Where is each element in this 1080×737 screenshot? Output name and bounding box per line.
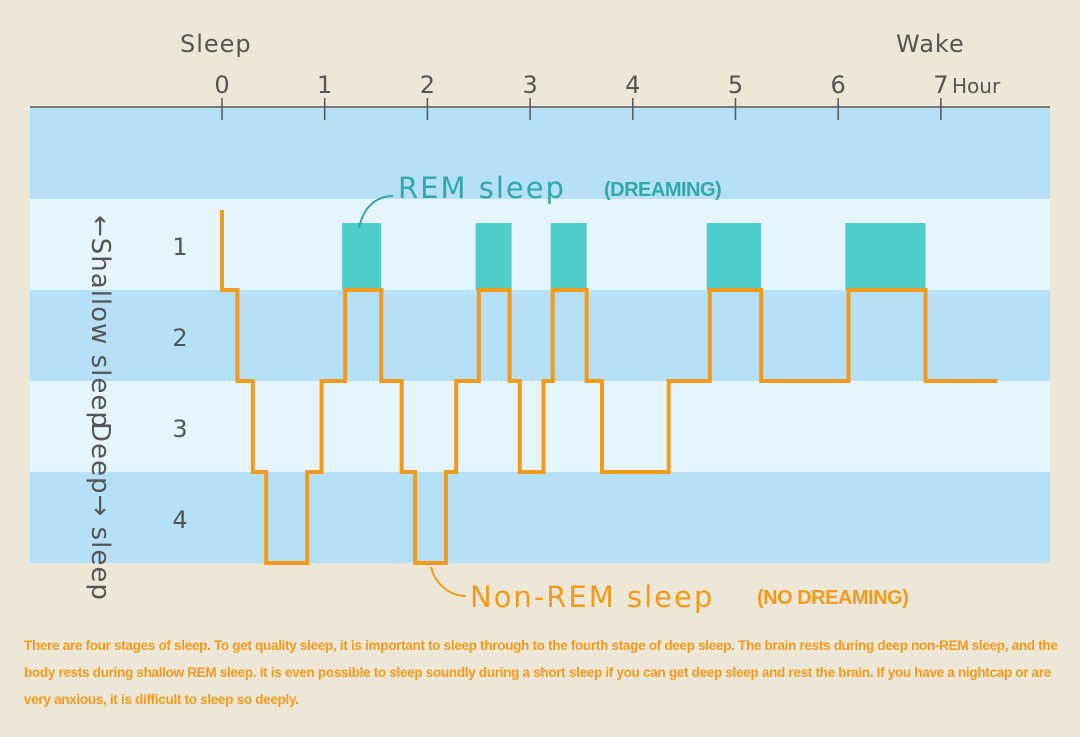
rem-block-1 — [342, 223, 382, 290]
x-tick-label: 2 — [420, 71, 435, 99]
nonrem-callout-line — [430, 566, 467, 597]
x-tick-label: 4 — [625, 71, 640, 99]
rem-block-4 — [706, 223, 762, 290]
wake-label: Wake — [896, 30, 965, 58]
x-unit-label: Hour — [952, 74, 1001, 98]
x-tick-label: 1 — [317, 71, 332, 99]
rem-callout-line — [358, 195, 394, 229]
stage-tick-label: 4 — [172, 506, 187, 534]
stage-tick-label: 2 — [172, 324, 187, 352]
x-tick-label: 0 — [214, 71, 229, 99]
x-tick-label: 6 — [831, 71, 846, 99]
x-tick-label: 5 — [728, 71, 743, 99]
rem-dreaming-note: (DREAMING) — [604, 179, 721, 201]
stage-tick-label: 1 — [172, 233, 187, 261]
nonrem-no-dreaming-note: (NO DREAMING) — [757, 587, 908, 609]
band-wake — [30, 108, 1050, 199]
band-stage-2 — [30, 290, 1050, 381]
sleep-start-label: Sleep — [180, 30, 252, 58]
band-stage-3 — [30, 381, 1050, 472]
rem-block-3 — [550, 223, 587, 290]
nonrem-sleep-label: Non-REM sleep — [470, 580, 714, 614]
shallow-sleep-label: ←Shallow sleep — [85, 215, 115, 429]
x-tick-label: 3 — [522, 71, 537, 99]
x-ticks: 0 1 2 3 4 5 6 7 — [214, 71, 949, 120]
rem-sleep-label: REM sleep — [398, 171, 566, 205]
sleep-stage-chart: 0 1 2 3 4 5 6 7 1 2 3 4 Sleep Wake Hour ←Shallow s… — [30, 30, 1050, 614]
x-tick-label: 7 — [933, 71, 948, 99]
rem-block-2 — [475, 223, 512, 290]
band-stage-4 — [30, 472, 1050, 563]
stage-tick-label: 3 — [172, 415, 187, 443]
caption-text: There are four stages of sleep. To get q… — [24, 638, 1058, 707]
rem-blocks — [342, 223, 926, 290]
rem-block-5 — [845, 223, 926, 290]
stage-ticks: 1 2 3 4 — [172, 233, 187, 534]
hypnogram-line — [220, 210, 998, 565]
deep-sleep-label: Deep→ sleep — [85, 422, 115, 601]
